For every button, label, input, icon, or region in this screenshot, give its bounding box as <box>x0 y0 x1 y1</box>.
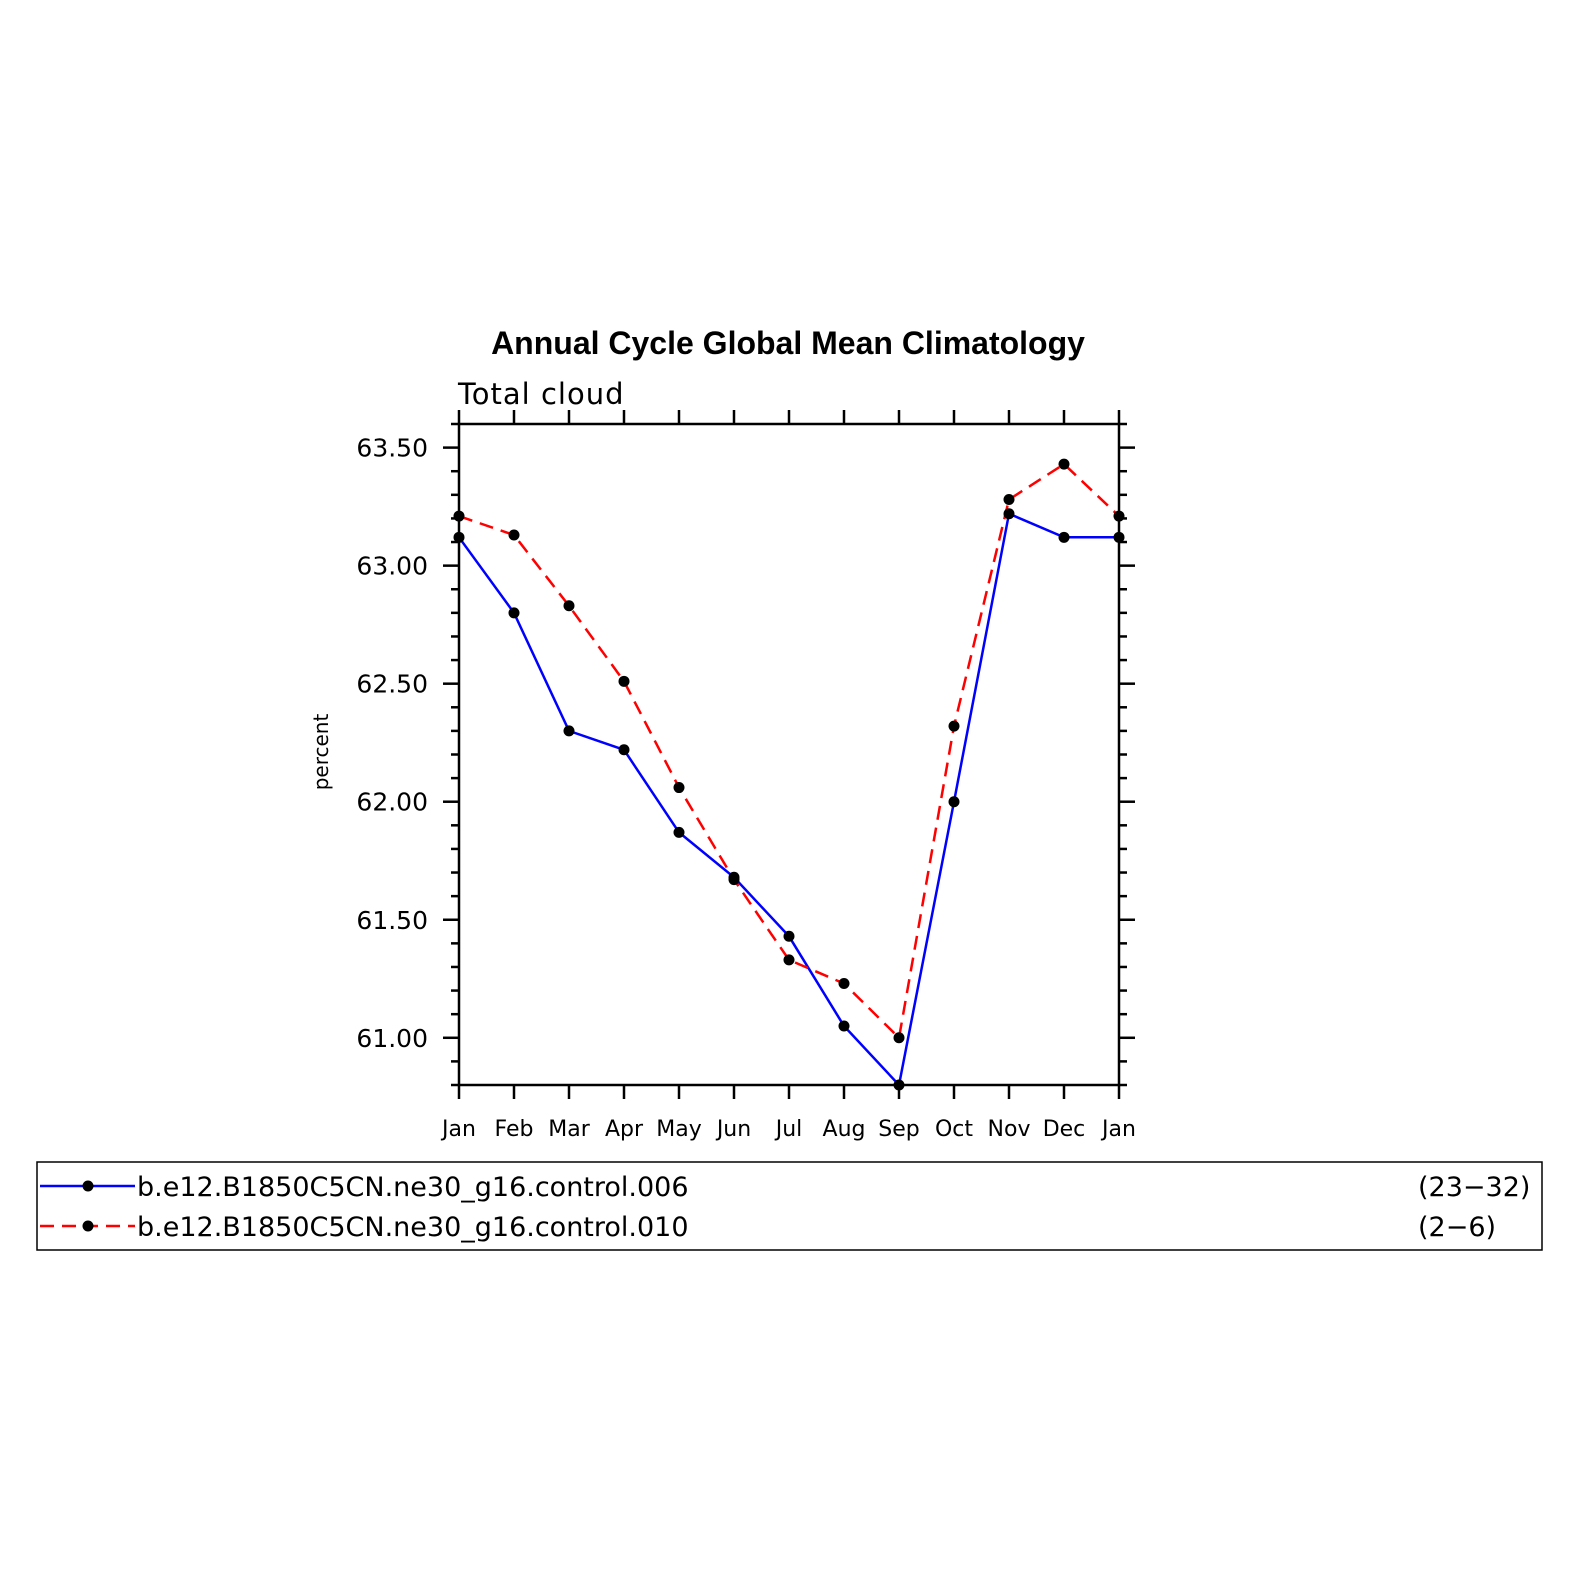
x-tick-labels: Jan Feb Mar Apr May Jun Jul Aug Sep Oct Nov Dec Jan <box>440 1117 1136 1142</box>
x-tick-label: Dec <box>1043 1117 1086 1142</box>
x-tick-label: Nov <box>988 1117 1031 1142</box>
data-point-series-2 <box>783 954 795 966</box>
data-point-series-1 <box>1058 531 1070 543</box>
data-point-series-2 <box>838 977 850 989</box>
y-tick-label: 61.00 <box>356 1024 428 1053</box>
legend-range-2: (2−6) <box>1418 1212 1496 1243</box>
plot-frame <box>457 422 1121 1087</box>
legend-marker-2 <box>82 1220 94 1232</box>
y-tick-label: 63.00 <box>356 552 428 581</box>
x-tick-label: Feb <box>495 1117 534 1142</box>
x-tick-label: Jun <box>715 1117 751 1142</box>
data-point-series-2 <box>893 1032 905 1044</box>
series-line-1 <box>457 511 1119 1088</box>
y-tick-label: 62.50 <box>356 670 428 699</box>
legend-range-1: (23−32) <box>1418 1172 1530 1203</box>
data-point-series-1 <box>948 796 960 808</box>
series-line-2 <box>458 462 1120 1041</box>
x-tick-label: Oct <box>935 1117 973 1142</box>
data-point-series-1 <box>673 826 685 838</box>
x-tick-label: Jul <box>774 1117 803 1142</box>
x-tick-label: Apr <box>605 1117 644 1142</box>
legend-label-1: b.e12.B1850C5CN.ne30_g16.control.006 <box>137 1172 689 1203</box>
x-tick-label: Sep <box>878 1117 919 1142</box>
x-tick-label: May <box>656 1117 701 1142</box>
data-point-series-1 <box>1003 508 1015 520</box>
legend-box <box>36 1161 1543 1251</box>
data-point-series-2 <box>948 720 960 732</box>
chart-subtitle: Total cloud <box>457 377 624 411</box>
x-tick-label: Mar <box>548 1117 590 1142</box>
data-point-series-2 <box>563 600 575 612</box>
data-point-series-1 <box>783 930 795 942</box>
legend: b.e12.B1850C5CN.ne30_g16.control.006 (23−… <box>40 1172 1530 1243</box>
data-point-series-1 <box>618 744 630 756</box>
data-point-series-1 <box>563 725 575 737</box>
x-tick-label: Aug <box>823 1117 866 1142</box>
series-lines <box>457 462 1120 1088</box>
data-point-series-2 <box>618 675 630 687</box>
y-tick-labels: 63.50 63.00 62.50 62.00 61.50 61.00 <box>356 434 428 1053</box>
data-point-series-2 <box>1058 458 1070 470</box>
x-tick-label: Jan <box>1100 1117 1136 1142</box>
series-points <box>453 458 1125 1091</box>
legend-marker-1 <box>82 1180 94 1192</box>
chart-title: Annual Cycle Global Mean Climatology <box>491 325 1085 361</box>
data-point-series-2 <box>508 529 520 541</box>
data-point-series-2 <box>728 874 740 886</box>
x-tick-label: Jan <box>440 1117 476 1142</box>
y-tick-label: 63.50 <box>356 434 428 463</box>
axis-ticks <box>443 410 1135 1099</box>
data-point-series-2 <box>1003 494 1015 506</box>
y-tick-label: 62.00 <box>356 788 428 817</box>
data-point-series-1 <box>508 607 520 619</box>
y-tick-label: 61.50 <box>356 906 428 935</box>
data-point-series-2 <box>673 782 685 794</box>
data-point-series-1 <box>838 1020 850 1032</box>
y-axis-label: percent <box>309 714 333 791</box>
legend-label-2: b.e12.B1850C5CN.ne30_g16.control.010 <box>137 1212 689 1243</box>
